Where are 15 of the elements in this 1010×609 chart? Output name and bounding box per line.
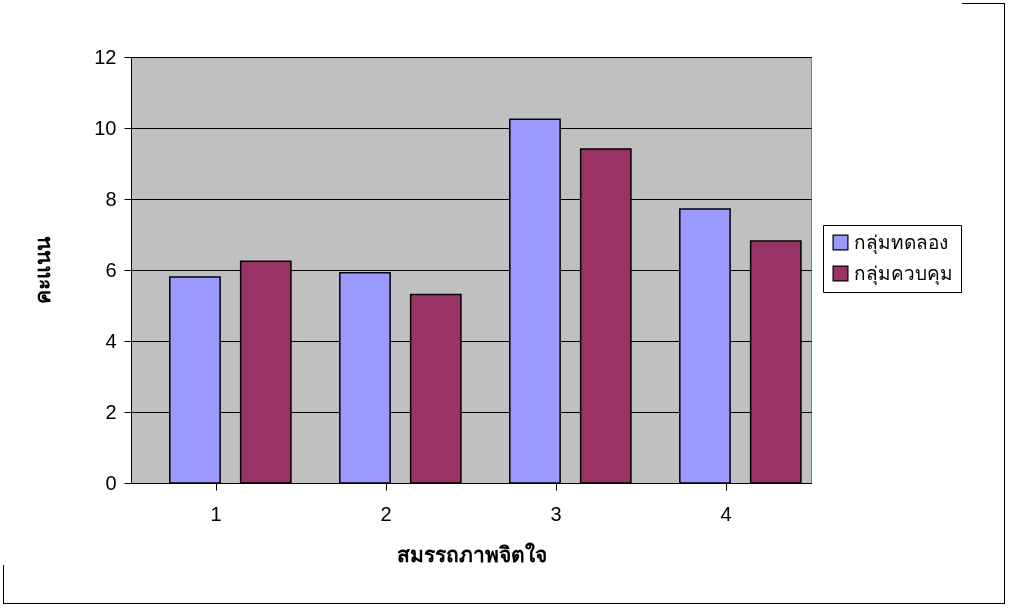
legend-label: กลุ่มควบคุม [854,262,953,286]
x-tick-label: 1 [210,502,222,525]
y-tick-label: 10 [94,116,117,139]
x-tick-label: 4 [720,502,732,525]
legend-label: กลุ่มทดลอง [854,231,948,255]
y-axis-title: คะแนน [31,236,55,304]
x-tick-label: 3 [550,502,562,525]
y-tick-label: 12 [94,45,117,68]
y-tick-label: 2 [105,400,117,423]
y-tick-label: 8 [105,187,117,210]
y-tick-label: 0 [105,471,117,494]
x-axis-title: สมรรถภาพจิตใจ [396,541,547,566]
y-tick-label: 4 [105,329,117,352]
y-tick-label: 6 [105,258,117,281]
x-tick-label: 2 [380,502,392,525]
